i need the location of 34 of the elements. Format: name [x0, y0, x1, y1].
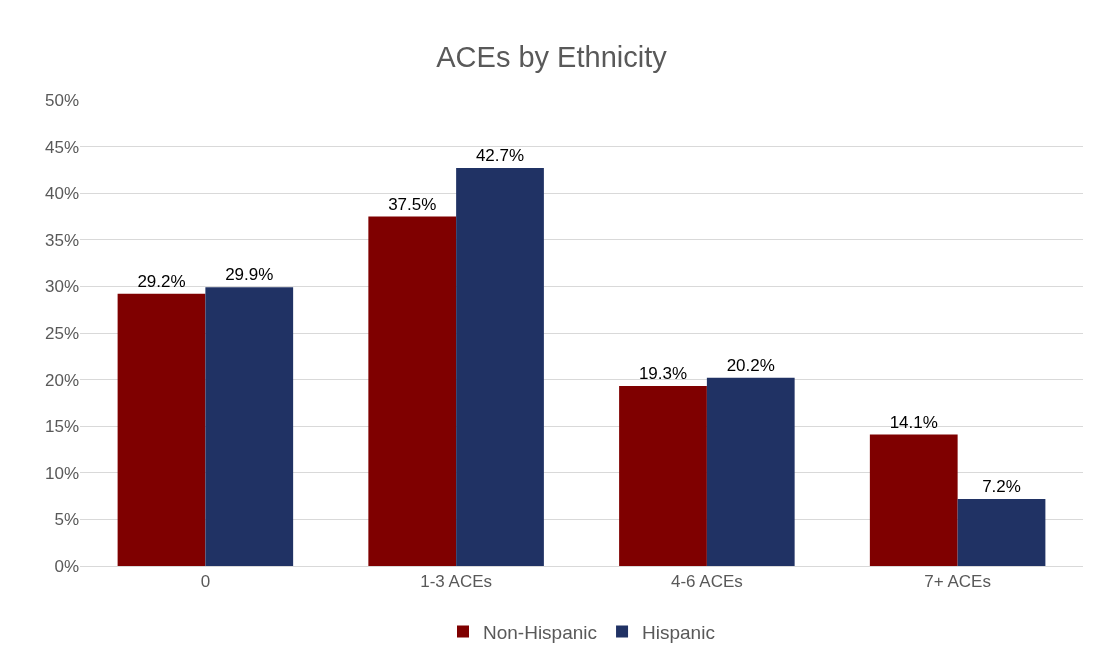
data-label: 37.5% — [388, 194, 437, 214]
bar — [706, 377, 795, 566]
data-label: 29.2% — [137, 271, 186, 291]
bar — [619, 386, 707, 566]
data-label: 7.2% — [982, 476, 1021, 496]
y-tick-label: 15% — [44, 417, 79, 437]
data-label: 42.7% — [475, 146, 525, 166]
data-label: 19.3% — [638, 364, 688, 384]
x-tick-label: 4-6 ACEs — [670, 572, 743, 592]
y-tick-label: 0% — [54, 556, 79, 576]
x-tick-label: 0 — [200, 572, 211, 592]
bar — [368, 216, 457, 566]
bar — [456, 168, 544, 566]
bar — [205, 287, 294, 566]
y-tick-label: 25% — [44, 323, 79, 343]
data-label: 14.1% — [889, 412, 938, 432]
y-tick-label: 30% — [44, 277, 79, 297]
data-label: 29.9% — [225, 265, 274, 285]
y-tick-label: 50% — [44, 90, 79, 110]
y-tick-label: 40% — [44, 184, 79, 204]
legend-label: Non-Hispanic — [483, 621, 598, 643]
legend-label: Hispanic — [642, 621, 715, 643]
y-tick-label: 10% — [44, 463, 79, 483]
bar — [869, 434, 958, 566]
y-tick-label: 45% — [44, 137, 79, 157]
bar — [117, 293, 206, 566]
data-label: 20.2% — [726, 355, 775, 375]
y-tick-label: 5% — [54, 510, 79, 530]
chart-title: ACEs by Ethnicity — [436, 40, 668, 73]
x-tick-label: 1-3 ACEs — [420, 572, 493, 592]
bar — [957, 498, 1046, 566]
y-tick-label: 35% — [44, 230, 79, 250]
x-tick-label: 7+ ACEs — [924, 572, 991, 592]
y-tick-label: 20% — [44, 370, 79, 390]
